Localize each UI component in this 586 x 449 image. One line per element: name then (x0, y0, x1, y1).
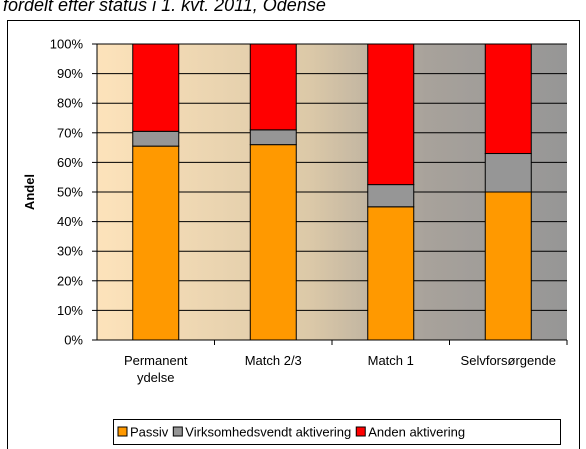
legend-label: Virksomhedsvendt aktivering (185, 425, 351, 440)
legend-label: Anden aktivering (368, 425, 465, 440)
bar-segment (367, 206, 415, 341)
y-tick-label: 0% (64, 333, 83, 348)
x-tick-label: Permanent ydelse (123, 353, 188, 385)
y-tick-label: 40% (57, 214, 83, 229)
legend-swatch (355, 426, 366, 437)
y-tick-label: 30% (57, 244, 83, 259)
legend-box (113, 419, 561, 445)
y-tick-label: 100% (50, 37, 84, 52)
y-tick-label: 80% (57, 96, 83, 111)
y-tick-label: 60% (57, 155, 83, 170)
bar-segment (249, 144, 297, 341)
y-tick-label: 70% (57, 125, 83, 140)
x-tick-label: Selvforsørgende (460, 353, 556, 368)
y-tick-label: 50% (57, 185, 83, 200)
bar-segment (367, 184, 415, 208)
bar-segment (132, 145, 180, 341)
bar-segment (484, 191, 532, 341)
bar-segment (367, 43, 415, 186)
chart-title: fordelt efter status i 1. kvt. 2011, Ode… (3, 0, 326, 15)
bar-segment (249, 129, 297, 146)
x-tick-label: Match 1 (367, 353, 414, 368)
y-axis-label: Andel (22, 174, 37, 210)
y-tick-label: 10% (57, 303, 83, 318)
bar-segment (484, 153, 532, 193)
legend-swatch (117, 426, 128, 437)
bar-segment (132, 43, 180, 132)
y-tick-label: 20% (57, 273, 83, 288)
bar-segment (132, 130, 180, 147)
legend-swatch (172, 426, 183, 437)
bar-segment (249, 43, 297, 131)
y-tick-label: 90% (57, 66, 83, 81)
x-tick-label: Match 2/3 (244, 353, 302, 368)
bar-segment (484, 43, 532, 155)
legend-label: Passiv (130, 425, 169, 440)
